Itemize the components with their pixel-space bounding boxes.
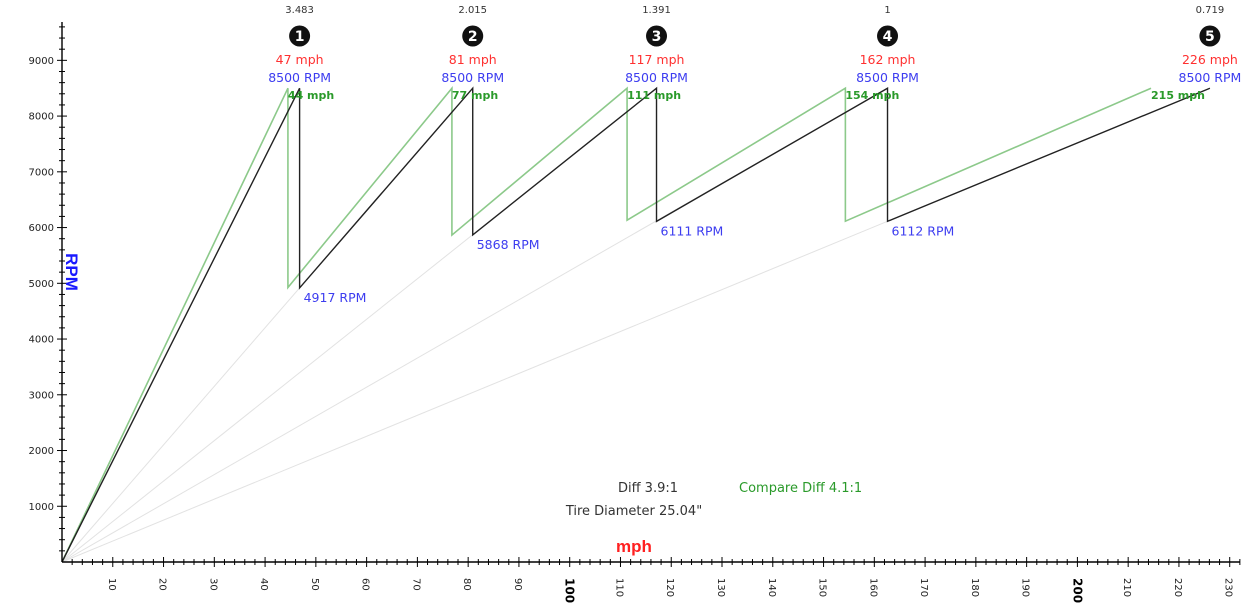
shift-rpm-label: 4917 RPM — [304, 290, 367, 305]
gear-number: 3 — [652, 29, 662, 45]
x-tick-label: 140 — [766, 578, 777, 597]
x-tick-label: 180 — [969, 578, 980, 597]
compare-top-speed: 44 mph — [288, 89, 334, 102]
x-tick-label: 50 — [309, 578, 320, 591]
y-tick-label: 4000 — [29, 335, 54, 346]
y-tick-label: 9000 — [29, 56, 54, 67]
gear-number: 2 — [468, 29, 478, 45]
x-tick-label: 80 — [461, 578, 472, 591]
gear-redline-rpm: 8500 RPM — [441, 70, 504, 85]
axes: 1000 2000 3000 4000 5000 6000 7000 8000 9000 10 20… — [29, 22, 1241, 603]
gear-ratio-label: 2.015 — [458, 5, 487, 16]
x-tick-label: 170 — [918, 578, 929, 597]
compare-top-speed: 154 mph — [845, 89, 899, 102]
gear-top-speed: 81 mph — [449, 52, 497, 67]
x-tick-label: 20 — [157, 578, 168, 591]
y-axis-title: RPM — [62, 253, 81, 291]
gear-ratio-label: 1 — [884, 5, 890, 16]
gear-top-speed: 226 mph — [1182, 52, 1238, 67]
gear-badge-icon — [1199, 25, 1221, 47]
x-tick-label: 190 — [1020, 578, 1031, 597]
shift-rpm-label: 6112 RPM — [892, 223, 955, 238]
y-tick-label: 5000 — [29, 279, 54, 290]
gear-top-speed: 162 mph — [860, 52, 916, 67]
labels: 3.483 1 47 mph 8500 RPM 44 mph 2.015 2 81 mph 85… — [268, 5, 1241, 305]
x-tick-label: 110 — [613, 578, 624, 597]
x-tick-label: 130 — [715, 578, 726, 597]
x-tick-label: 100 — [563, 578, 577, 603]
diff-annotation: Diff 3.9:1 — [618, 481, 678, 496]
x-tick-label: 160 — [867, 578, 878, 597]
x-tick-label: 230 — [1223, 578, 1234, 597]
y-tick-label: 7000 — [29, 167, 54, 178]
gear-badge-icon — [646, 25, 668, 47]
x-tick-label: 30 — [207, 578, 218, 591]
compare-diff-annotation: Compare Diff 4.1:1 — [739, 481, 862, 496]
x-tick-label: 200 — [1070, 578, 1084, 603]
gear-redline-rpm: 8500 RPM — [268, 70, 331, 85]
gear-redline-rpm: 8500 RPM — [1179, 70, 1242, 85]
gear-ratio-label: 1.391 — [642, 5, 671, 16]
x-tick-label: 120 — [664, 578, 675, 597]
compare-lines — [61, 85, 1152, 563]
compare-top-speed: 215 mph — [1151, 89, 1205, 102]
y-tick-label: 8000 — [29, 112, 54, 123]
compare-gear-trace — [61, 85, 1152, 563]
gear-badge-icon — [462, 25, 484, 47]
primary-lines — [61, 86, 1211, 563]
compare-top-speed: 111 mph — [627, 89, 681, 102]
gear-ratio-label: 0.719 — [1196, 5, 1225, 16]
y-tick-label: 1000 — [29, 502, 54, 513]
x-tick-label: 90 — [512, 578, 523, 591]
x-tick-label: 60 — [360, 578, 371, 591]
x-tick-label: 70 — [410, 578, 421, 591]
gear-badge-icon — [877, 25, 899, 47]
x-axis-title: mph — [616, 537, 652, 556]
gear-redline-rpm: 8500 RPM — [625, 70, 688, 85]
shift-rpm-label: 6111 RPM — [661, 223, 724, 238]
y-tick-label: 2000 — [29, 446, 54, 457]
tire-diameter-annotation: Tire Diameter 25.04" — [565, 504, 702, 519]
x-tick-label: 210 — [1121, 578, 1132, 597]
y-tick-label: 3000 — [29, 390, 54, 401]
gear-top-speed: 117 mph — [629, 52, 685, 67]
shift-rpm-label: 5868 RPM — [477, 237, 540, 252]
gear-top-speed: 47 mph — [276, 52, 324, 67]
gear-number: 5 — [1205, 29, 1215, 45]
gear-badge-icon — [289, 25, 311, 47]
primary-gear-trace — [61, 86, 1211, 563]
gear-number: 4 — [883, 29, 893, 45]
gear-number: 1 — [295, 29, 305, 45]
gear-ratio-label: 3.483 — [285, 5, 314, 16]
x-tick-label: 150 — [817, 578, 828, 597]
compare-top-speed: 77 mph — [452, 89, 498, 102]
x-tick-label: 10 — [106, 578, 117, 591]
y-tick-label: 6000 — [29, 223, 54, 234]
x-tick-label: 40 — [258, 578, 269, 591]
gear-redline-rpm: 8500 RPM — [856, 70, 919, 85]
x-tick-label: 220 — [1172, 578, 1183, 597]
